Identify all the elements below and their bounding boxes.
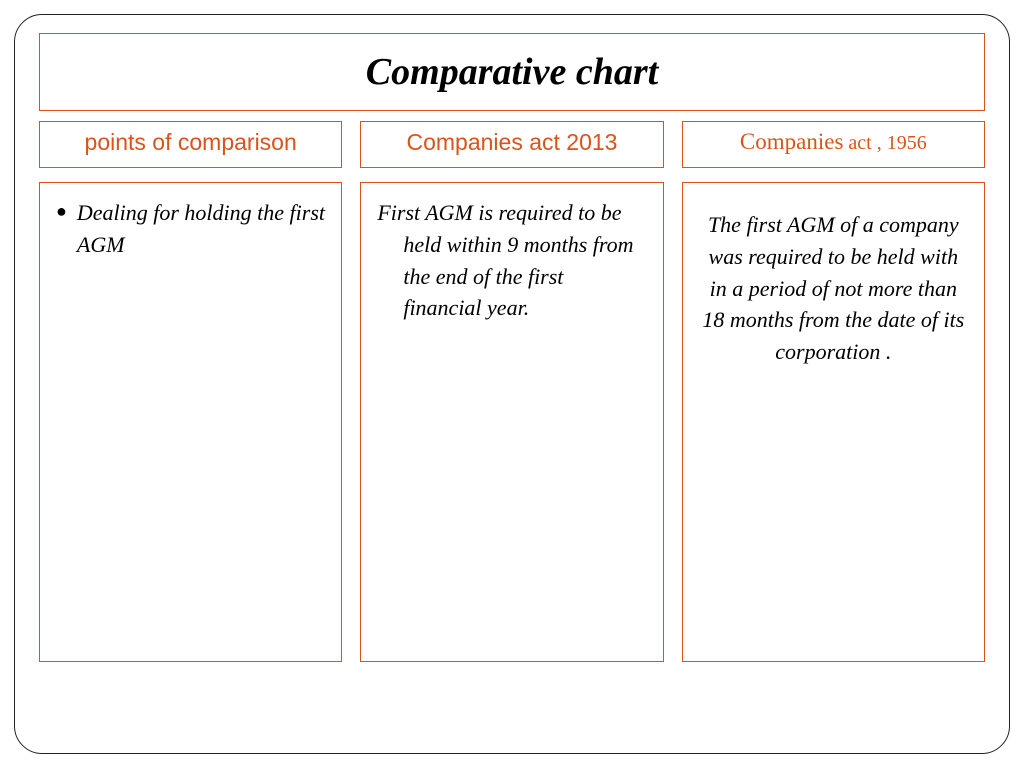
- body-col-2-text: First AGM is required to be held within …: [377, 197, 646, 325]
- body-col-3-text: The first AGM of a company was required …: [699, 197, 968, 368]
- body-col-2: First AGM is required to be held within …: [360, 182, 663, 662]
- title-box: Comparative chart: [39, 33, 985, 111]
- bullet-item: ● Dealing for holding the first AGM: [56, 197, 325, 261]
- header-row: points of comparison Companies act 2013 …: [39, 121, 985, 168]
- body-col-1-text: Dealing for holding the first AGM: [77, 197, 325, 261]
- header-col-3-main: Companies: [740, 129, 844, 154]
- body-row: ● Dealing for holding the first AGM Firs…: [39, 182, 985, 662]
- chart-title: Comparative chart: [48, 50, 976, 94]
- slide-frame: Comparative chart points of comparison C…: [14, 14, 1010, 754]
- header-col-3-tail: act , 1956: [843, 132, 926, 154]
- header-col-2-label: Companies act 2013: [407, 129, 618, 155]
- header-col-2: Companies act 2013: [360, 121, 663, 168]
- body-col-1: ● Dealing for holding the first AGM: [39, 182, 342, 662]
- bullet-icon: ●: [56, 197, 67, 226]
- header-col-1: points of comparison: [39, 121, 342, 168]
- header-col-1-label: points of comparison: [85, 129, 297, 155]
- body-col-3: The first AGM of a company was required …: [682, 182, 985, 662]
- header-col-3: Companies act , 1956: [682, 121, 985, 168]
